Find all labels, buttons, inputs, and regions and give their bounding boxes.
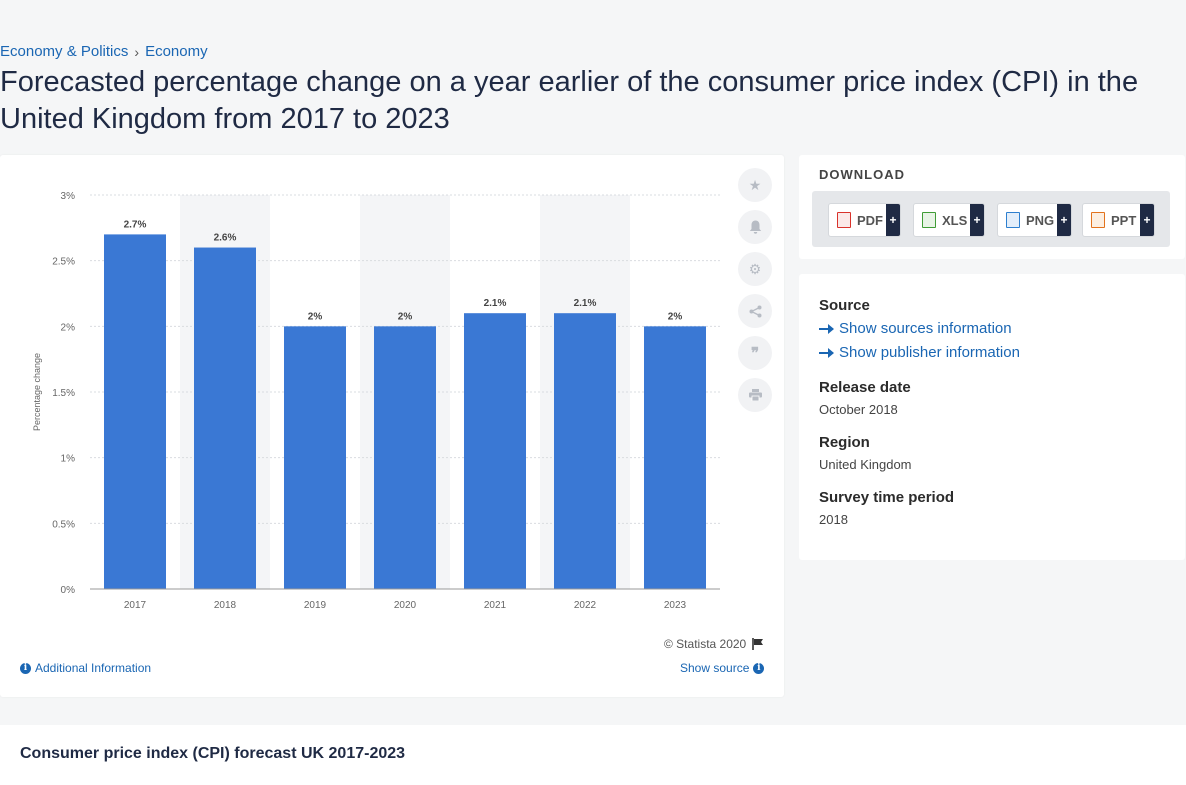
download-xls-button[interactable]: XLS + xyxy=(913,203,985,237)
info-icon: i xyxy=(20,662,31,674)
show-sources-label: Show sources information xyxy=(839,320,1012,337)
gear-icon[interactable]: ⚙ xyxy=(738,252,772,286)
copyright-text: © Statista 2020 xyxy=(664,637,747,651)
breadcrumb: Economy & Politics › Economy xyxy=(0,43,208,60)
pdf-file-icon xyxy=(837,212,851,228)
region-value: United Kingdom xyxy=(819,457,912,472)
y-tick-label: 1.5% xyxy=(52,388,75,399)
region-label: Region xyxy=(819,434,870,451)
data-label: 2.1% xyxy=(484,298,507,309)
related-statistic-card: Consumer price index (CPI) forecast UK 2… xyxy=(0,725,1186,785)
bar-chart: 0% 0.5% 1% 1.5% 2% 2.5% 3% Percentage change 2.7… xyxy=(32,191,720,611)
x-tick-label: 2020 xyxy=(394,600,417,611)
quote-icon[interactable]: ❞ xyxy=(738,336,772,370)
top-navigation-bar xyxy=(0,0,1186,36)
y-tick-label: 2% xyxy=(61,322,76,333)
download-xls-label: XLS xyxy=(942,212,968,228)
data-label: 2.7% xyxy=(124,219,147,230)
download-title: DOWNLOAD xyxy=(819,167,905,182)
data-label: 2% xyxy=(668,311,683,322)
y-tick-label: 3% xyxy=(61,191,76,202)
chart-copyright: © Statista 2020 xyxy=(664,637,764,651)
x-tick-label: 2023 xyxy=(664,600,687,611)
download-png-label: PNG xyxy=(1026,212,1055,228)
download-card: DOWNLOAD PDF + XLS + PNG + PPT + xyxy=(799,155,1185,259)
download-ppt-plus[interactable]: + xyxy=(1140,204,1154,236)
download-xls-plus[interactable]: + xyxy=(970,204,984,236)
bar xyxy=(374,326,436,589)
breadcrumb-link-economy-politics[interactable]: Economy & Politics xyxy=(0,43,129,60)
x-tick-label: 2019 xyxy=(304,600,327,611)
print-icon[interactable] xyxy=(738,378,772,412)
bar xyxy=(464,313,526,589)
bar xyxy=(284,326,346,589)
xls-file-icon xyxy=(922,212,936,228)
show-source-link[interactable]: Show source i xyxy=(680,661,765,675)
release-date-value: October 2018 xyxy=(819,402,898,417)
x-tick-label: 2018 xyxy=(214,600,237,611)
x-tick-label: 2022 xyxy=(574,600,597,611)
source-label: Source xyxy=(819,297,870,314)
survey-time-period-label: Survey time period xyxy=(819,489,955,506)
bar xyxy=(644,326,706,589)
download-ppt-button[interactable]: PPT + xyxy=(1082,203,1155,237)
additional-information-link[interactable]: i Additional Information xyxy=(20,661,151,675)
release-date-label: Release date xyxy=(819,379,911,396)
y-axis-label: Percentage change xyxy=(32,353,42,431)
download-button-bar: PDF + XLS + PNG + PPT + xyxy=(812,191,1170,247)
statistic-details-card: Source Show sources information Show pub… xyxy=(799,274,1185,560)
related-statistic-title[interactable]: Consumer price index (CPI) forecast UK 2… xyxy=(20,745,406,762)
download-pdf-button[interactable]: PDF + xyxy=(828,203,901,237)
bar xyxy=(104,234,166,589)
download-pdf-label: PDF xyxy=(857,212,883,228)
ppt-file-icon xyxy=(1091,212,1105,228)
y-tick-label: 0% xyxy=(61,585,76,596)
breadcrumb-separator: › xyxy=(134,43,140,60)
chart-tools: ★ ⚙ ❞ xyxy=(738,168,772,412)
show-source-label: Show source xyxy=(680,661,750,675)
bar xyxy=(554,313,616,589)
survey-time-period-value: 2018 xyxy=(819,512,848,527)
data-label: 2% xyxy=(398,311,413,322)
star-icon[interactable]: ★ xyxy=(738,168,772,202)
share-icon[interactable] xyxy=(738,294,772,328)
page-title: Forecasted percentage change on a year e… xyxy=(0,66,1139,135)
show-sources-link[interactable]: Show sources information xyxy=(819,320,1012,337)
breadcrumb-link-economy[interactable]: Economy xyxy=(145,43,208,60)
x-tick-label: 2021 xyxy=(484,600,507,611)
show-publisher-label: Show publisher information xyxy=(839,344,1020,361)
download-png-plus[interactable]: + xyxy=(1057,204,1071,236)
download-png-button[interactable]: PNG + xyxy=(997,203,1072,237)
arrow-right-icon xyxy=(819,323,834,334)
data-label: 2.6% xyxy=(214,233,237,244)
download-pdf-plus[interactable]: + xyxy=(886,204,900,236)
y-tick-label: 1% xyxy=(61,454,76,465)
show-publisher-link[interactable]: Show publisher information xyxy=(819,344,1020,361)
bell-icon[interactable] xyxy=(738,210,772,244)
data-label: 2% xyxy=(308,311,323,322)
data-label: 2.1% xyxy=(574,298,597,309)
bar xyxy=(194,247,256,589)
y-tick-label: 2.5% xyxy=(52,257,75,268)
y-tick-label: 0.5% xyxy=(52,519,75,530)
png-file-icon xyxy=(1006,212,1020,228)
arrow-right-icon xyxy=(819,347,834,358)
flag-icon[interactable] xyxy=(752,638,764,650)
download-ppt-label: PPT xyxy=(1111,212,1137,228)
additional-information-label: Additional Information xyxy=(35,661,152,675)
x-tick-label: 2017 xyxy=(124,600,147,611)
info-icon: i xyxy=(753,662,765,674)
